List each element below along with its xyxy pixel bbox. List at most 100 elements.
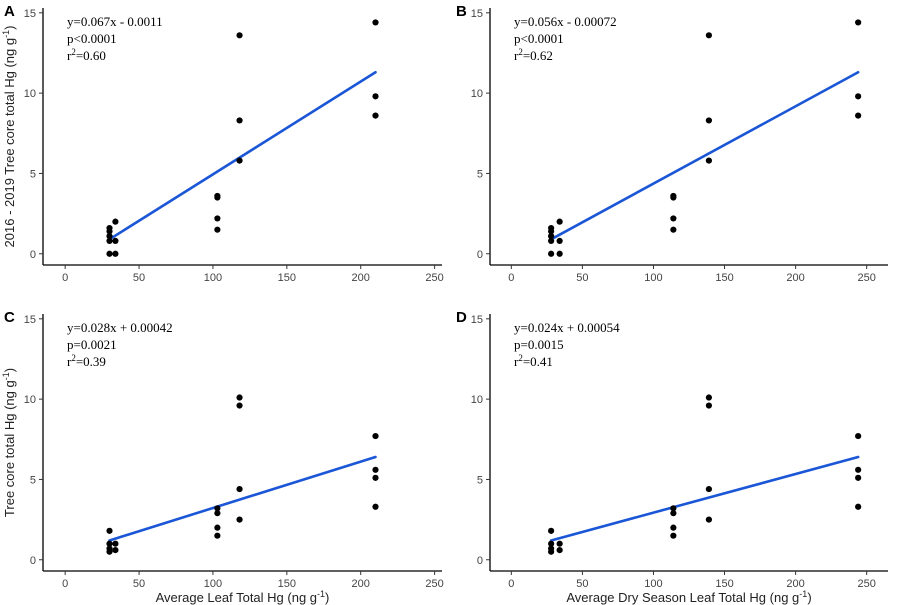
data-point xyxy=(372,93,379,100)
y-tick-label: 15 xyxy=(471,8,483,20)
data-point xyxy=(705,402,713,409)
x-axis-title-close: ) xyxy=(325,590,329,605)
r-squared-symbol: r xyxy=(67,354,72,369)
data-point xyxy=(670,226,677,233)
data-point xyxy=(372,466,379,473)
data-point xyxy=(112,540,119,547)
data-point xyxy=(705,516,713,523)
regression-line xyxy=(108,70,377,241)
data-point xyxy=(548,250,555,257)
data-point xyxy=(855,474,862,481)
data-point xyxy=(214,215,221,222)
data-point xyxy=(670,532,677,539)
data-point xyxy=(236,485,243,493)
x-tick-label: 250 xyxy=(425,578,443,590)
data-point xyxy=(855,19,862,26)
data-point xyxy=(236,117,243,124)
x-axis-title: Average Leaf Total Hg (ng g-1) xyxy=(156,589,330,605)
r-squared: r2=0.41 xyxy=(514,353,553,369)
data-point xyxy=(556,540,563,547)
x-tick-label: 0 xyxy=(62,272,68,284)
data-point xyxy=(855,432,862,440)
regression-line xyxy=(549,70,860,241)
data-point xyxy=(106,527,113,534)
panel-letter: A xyxy=(4,3,15,20)
data-point xyxy=(556,250,563,257)
x-tick-label: 150 xyxy=(715,272,733,284)
data-point xyxy=(705,32,713,39)
data-point xyxy=(112,237,119,245)
r-squared-value: =0.62 xyxy=(523,48,553,63)
x-axis-title: Average Dry Season Leaf Total Hg (ng g-1… xyxy=(566,589,811,605)
data-point xyxy=(214,510,221,517)
x-axis-title-text: Average Dry Season Leaf Total Hg (ng g xyxy=(566,590,799,605)
p-value: p=0.0015 xyxy=(514,337,564,352)
regression-line xyxy=(549,455,860,542)
x-tick-label: 50 xyxy=(133,578,145,590)
data-point xyxy=(236,157,243,164)
y-tick-label: 0 xyxy=(30,249,36,261)
data-point xyxy=(236,32,243,39)
data-point xyxy=(236,394,243,401)
data-point xyxy=(855,503,862,510)
y-tick-label: 10 xyxy=(471,88,483,100)
data-point xyxy=(236,402,243,409)
data-point xyxy=(106,548,113,555)
r-squared: r2=0.60 xyxy=(67,47,106,63)
regression-equation: y=0.067x - 0.0011 xyxy=(67,14,163,29)
regression-equation: y=0.024x + 0.00054 xyxy=(514,320,620,335)
x-axis-title-superscript: -1 xyxy=(799,589,807,599)
y-tick-label: 0 xyxy=(477,555,483,567)
y-tick-label: 15 xyxy=(24,8,36,20)
y-tick-label: 5 xyxy=(477,474,483,486)
data-point xyxy=(106,237,113,245)
y-tick-label: 5 xyxy=(30,168,36,180)
data-point xyxy=(372,474,379,481)
r-squared-value: =0.60 xyxy=(76,48,106,63)
r-squared-value: =0.41 xyxy=(523,354,553,369)
y-tick-label: 10 xyxy=(471,394,483,406)
regression-line xyxy=(108,455,377,542)
x-tick-label: 100 xyxy=(644,578,662,590)
panel-letter: D xyxy=(456,309,467,326)
x-axis-title-close: ) xyxy=(807,590,811,605)
data-point xyxy=(670,510,677,517)
r-squared: r2=0.39 xyxy=(67,353,106,369)
x-tick-label: 150 xyxy=(278,272,296,284)
x-tick-label: 200 xyxy=(786,272,804,284)
regression-equation: y=0.056x - 0.00072 xyxy=(514,14,617,29)
y-axis-title: Tree core total Hg (ng g-1) xyxy=(1,368,17,517)
x-axis-title-text: Average Leaf Total Hg (ng g xyxy=(156,590,317,605)
data-point xyxy=(855,93,862,100)
y-axis-title-superscript: -1 xyxy=(1,30,11,38)
y-tick-label: 10 xyxy=(24,88,36,100)
data-point xyxy=(705,485,713,493)
data-point xyxy=(548,527,555,534)
data-point xyxy=(855,112,862,119)
data-point xyxy=(106,250,113,257)
data-point xyxy=(855,466,862,473)
data-point xyxy=(214,226,221,233)
x-tick-label: 0 xyxy=(508,272,514,284)
y-tick-label: 5 xyxy=(30,474,36,486)
x-tick-label: 150 xyxy=(278,578,296,590)
data-point xyxy=(670,194,677,201)
data-point xyxy=(670,215,677,222)
x-tick-label: 100 xyxy=(204,272,222,284)
r-squared-superscript: 2 xyxy=(71,47,76,57)
r-squared-superscript: 2 xyxy=(71,353,76,363)
data-point xyxy=(556,237,563,245)
data-point xyxy=(372,112,379,119)
data-point xyxy=(556,218,563,225)
panel-letter: B xyxy=(456,3,467,20)
x-tick-label: 50 xyxy=(133,272,145,284)
data-point xyxy=(214,532,221,539)
x-tick-label: 200 xyxy=(352,578,370,590)
data-point xyxy=(548,237,555,245)
r-squared-superscript: 2 xyxy=(518,47,523,57)
x-tick-label: 100 xyxy=(204,578,222,590)
y-tick-label: 10 xyxy=(24,394,36,406)
data-point xyxy=(548,232,555,240)
data-point xyxy=(106,232,113,240)
